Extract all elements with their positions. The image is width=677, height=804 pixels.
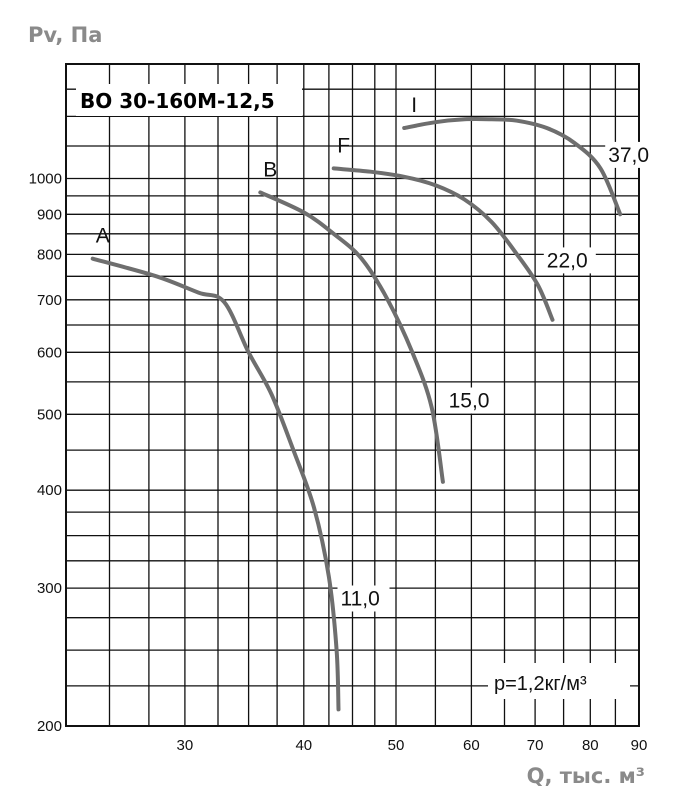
x-tick-label: 40 — [295, 737, 312, 754]
plot-frame — [65, 63, 640, 727]
curve-a — [90, 256, 341, 712]
power-label-b: 15,0 — [449, 390, 490, 413]
model-title-backing — [76, 84, 302, 116]
y-tick-label: 700 — [37, 292, 62, 309]
curve-label-layer: A B F I 11,0 15,0 22,0 37,0 — [96, 94, 658, 612]
air-density-label: p=1,2кг/м³ — [494, 673, 587, 695]
curve-f — [331, 166, 555, 322]
y-tick-label: 300 — [37, 580, 62, 597]
curve-letter-f: F — [337, 134, 350, 157]
x-tick-label: 90 — [631, 737, 648, 754]
y-tick-label: 1000 — [29, 171, 62, 188]
y-tick-label: 400 — [37, 482, 62, 499]
x-tick-label: 80 — [582, 737, 599, 754]
density-label-backing — [488, 663, 630, 699]
x-tick-label: 50 — [388, 737, 405, 754]
y-axis-label: Pv, Па — [28, 23, 102, 47]
curve-layer — [90, 117, 623, 712]
curve-i — [402, 117, 623, 217]
curve-letter-i: I — [411, 94, 417, 117]
y-tick-label: 200 — [37, 718, 62, 735]
power-label-backing — [445, 387, 498, 414]
model-title: ВО 30-160М-12,5 — [80, 89, 275, 113]
x-tick-label: 30 — [177, 737, 194, 754]
grid-layer — [66, 64, 639, 726]
curve-letter-a: A — [96, 225, 110, 248]
power-label-a: 11,0 — [341, 588, 380, 611]
power-label-backing — [543, 247, 596, 274]
x-tick-label: 70 — [527, 737, 544, 754]
x-axis-label: Q, тыс. м³ — [527, 764, 645, 788]
y-tick-label: 800 — [37, 246, 62, 263]
curve-b — [258, 190, 445, 484]
power-label-backing — [605, 141, 658, 168]
power-label-f: 22,0 — [547, 249, 588, 272]
y-tick-label: 900 — [37, 206, 62, 223]
x-tick-label: 60 — [463, 737, 480, 754]
y-tick-label: 600 — [37, 344, 62, 361]
power-label-i: 37,0 — [608, 144, 649, 167]
tick-label-layer: 200 300 400 500 600 700 800 900 1000 30 40 50 60 70 80… — [29, 171, 648, 755]
y-tick-label: 500 — [37, 406, 62, 423]
curve-letter-b: B — [263, 158, 277, 181]
power-label-backing — [337, 585, 390, 612]
